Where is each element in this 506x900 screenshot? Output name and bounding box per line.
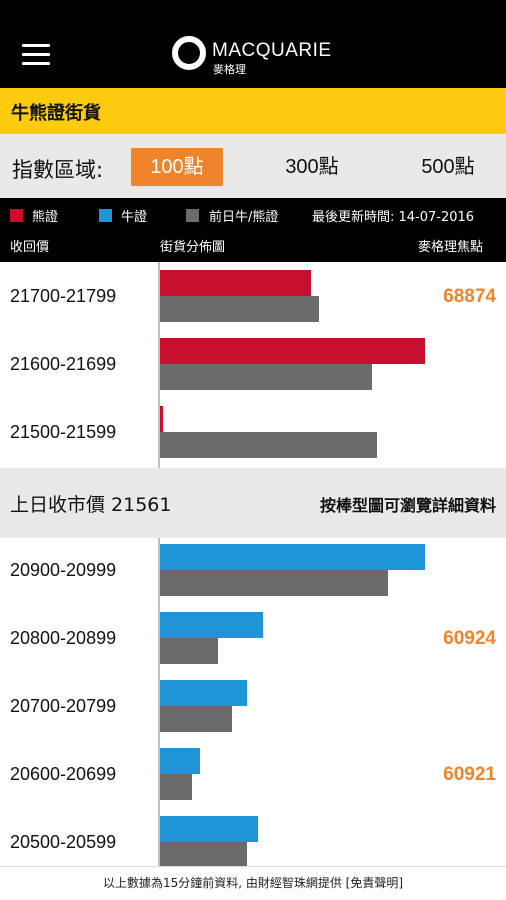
detail-hint: 按棒型圖可瀏覽詳細資料 bbox=[319, 496, 496, 515]
brand-subtitle: 麥格理 bbox=[213, 63, 246, 76]
prev-day-bar[interactable] bbox=[160, 706, 232, 732]
chart-axis bbox=[158, 538, 160, 866]
bear-swatch bbox=[10, 209, 23, 222]
bear-bar[interactable] bbox=[160, 406, 163, 432]
previous-close-label: 上日收市價 21561 bbox=[10, 494, 172, 516]
recall-price-range: 20800-20899 bbox=[10, 628, 117, 648]
section-title-bar: 牛熊證街貨 bbox=[0, 88, 506, 134]
range-300-button[interactable]: 300點 bbox=[285, 156, 339, 178]
range-500-button[interactable]: 500點 bbox=[421, 156, 475, 178]
prev-day-bar[interactable] bbox=[160, 774, 192, 800]
macquarie-focus-value: 60921 bbox=[443, 764, 496, 785]
bull-bar[interactable] bbox=[160, 544, 425, 570]
footer-disclaimer[interactable]: 以上數據為15分鐘前資料, 由財經智珠網提供 [免責聲明] bbox=[0, 866, 506, 900]
legend-bull-label: 牛證 bbox=[121, 210, 148, 225]
bear-bar[interactable] bbox=[160, 270, 311, 296]
bull-bar[interactable] bbox=[160, 612, 263, 638]
prev-day-bar[interactable] bbox=[160, 842, 247, 868]
bear-row-21600-21699[interactable]: 21600-21699 bbox=[0, 330, 506, 398]
prev-day-bar[interactable] bbox=[160, 296, 319, 322]
prev-day-bar[interactable] bbox=[160, 638, 218, 664]
prev-swatch bbox=[186, 209, 199, 222]
bull-swatch bbox=[99, 209, 112, 222]
recall-price-range: 20500-20599 bbox=[10, 832, 117, 852]
prev-day-bar[interactable] bbox=[160, 570, 388, 596]
macquarie-logo: MACQUARIE 麥格理 bbox=[172, 36, 342, 78]
bull-distribution-chart: 20900-20999 20800-20899 60924 20700-20799 20… bbox=[0, 538, 506, 868]
bull-row-20900-20999[interactable]: 20900-20999 bbox=[0, 538, 506, 606]
recall-price-range: 20600-20699 bbox=[10, 764, 117, 784]
macquarie-logo-icon bbox=[172, 36, 206, 70]
brand-name: MACQUARIE bbox=[212, 40, 332, 61]
col-distribution: 街貨分佈圖 bbox=[160, 240, 226, 255]
legend-bear-label: 熊證 bbox=[32, 210, 59, 225]
hamburger-menu-icon[interactable] bbox=[22, 44, 50, 66]
bull-row-20500-20599[interactable]: 20500-20599 bbox=[0, 810, 506, 878]
bull-row-20600-20699[interactable]: 20600-20699 60921 bbox=[0, 742, 506, 810]
macquarie-focus-value: 68874 bbox=[443, 286, 496, 307]
index-range-selector: 指數區域: 100點 300點 500點 bbox=[0, 134, 506, 198]
bull-bar[interactable] bbox=[160, 748, 200, 774]
col-macquarie-focus: 麥格理焦點 bbox=[418, 240, 484, 255]
range-100-button[interactable]: 100點 bbox=[131, 148, 223, 186]
recall-price-range: 21600-21699 bbox=[10, 354, 117, 374]
previous-close-bar: 上日收市價 21561 按棒型圖可瀏覽詳細資料 bbox=[0, 468, 506, 538]
prev-day-bar[interactable] bbox=[160, 364, 372, 390]
recall-price-range: 21700-21799 bbox=[10, 286, 117, 306]
bull-row-20700-20799[interactable]: 20700-20799 bbox=[0, 674, 506, 742]
bear-row-21700-21799[interactable]: 21700-21799 68874 bbox=[0, 262, 506, 330]
app-header: MACQUARIE 麥格理 bbox=[0, 0, 506, 88]
recall-price-range: 21500-21599 bbox=[10, 422, 117, 442]
bear-row-21500-21599[interactable]: 21500-21599 bbox=[0, 398, 506, 466]
page-title: 牛熊證街貨 bbox=[11, 103, 101, 124]
index-range-label: 指數區域: bbox=[12, 158, 104, 182]
bull-bar[interactable] bbox=[160, 816, 258, 842]
last-updated: 最後更新時間: 14-07-2016 bbox=[312, 210, 475, 225]
prev-day-bar[interactable] bbox=[160, 432, 377, 458]
chart-axis bbox=[158, 262, 160, 468]
chart-legend: 熊證 牛證 前日牛/熊證 最後更新時間: 14-07-2016 收回價 街貨分佈… bbox=[0, 198, 506, 262]
bear-bar[interactable] bbox=[160, 338, 425, 364]
bear-distribution-chart: 21700-21799 68874 21600-21699 21500-21599 bbox=[0, 262, 506, 468]
recall-price-range: 20700-20799 bbox=[10, 696, 117, 716]
macquarie-focus-value: 60924 bbox=[443, 628, 496, 649]
bull-row-20800-20899[interactable]: 20800-20899 60924 bbox=[0, 606, 506, 674]
bull-bar[interactable] bbox=[160, 680, 247, 706]
legend-prev-label: 前日牛/熊證 bbox=[209, 210, 279, 225]
col-recall-price: 收回價 bbox=[10, 240, 50, 255]
recall-price-range: 20900-20999 bbox=[10, 560, 117, 580]
